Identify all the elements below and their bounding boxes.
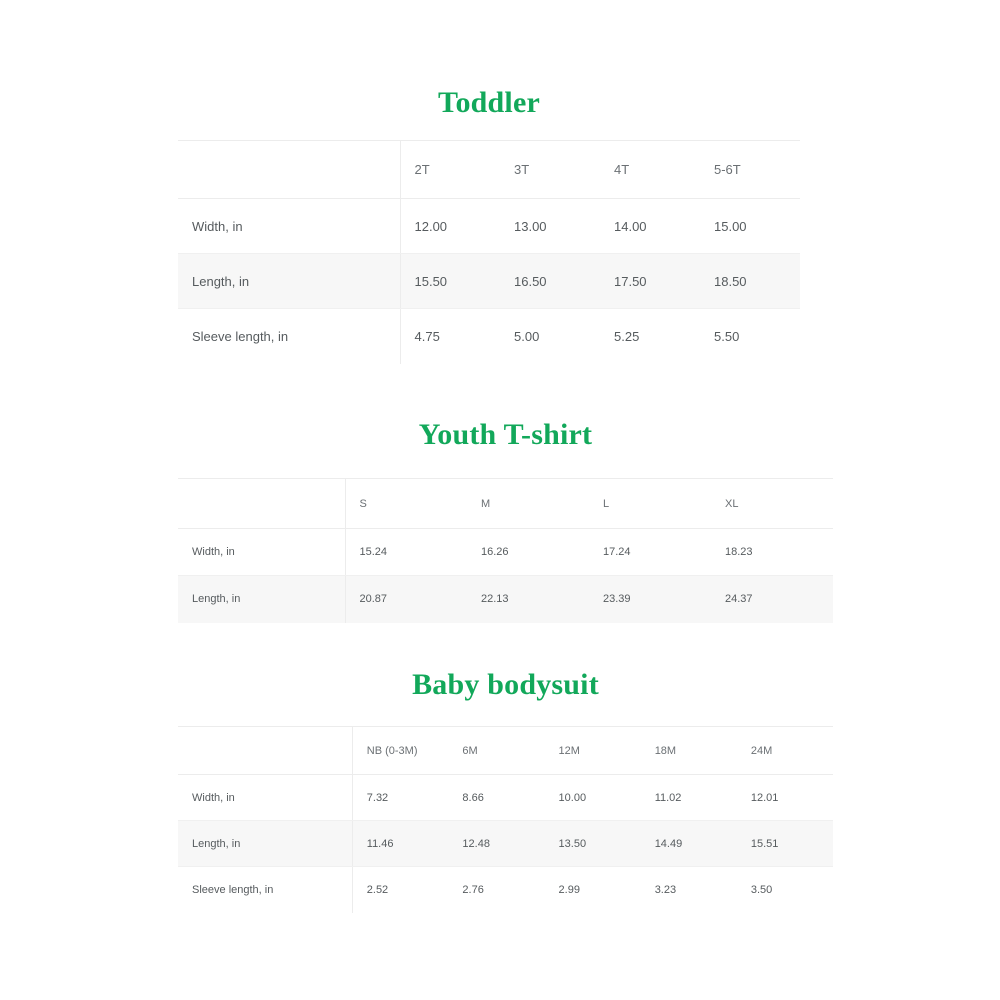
section-title-youth-tshirt: Youth T-shirt bbox=[418, 418, 593, 451]
column-header-size: M bbox=[467, 478, 589, 529]
table-cell: 20.87 bbox=[345, 575, 467, 623]
table-header-row: NB (0-3M) 6M 12M 18M 24M bbox=[178, 726, 833, 775]
column-header-size: S bbox=[345, 478, 467, 529]
table-cell: 15.24 bbox=[345, 528, 467, 576]
row-label: Width, in bbox=[178, 528, 346, 576]
table-cell: 5.25 bbox=[614, 328, 640, 344]
table-cell: 4.75 bbox=[414, 328, 440, 344]
table-cell: 12.48 bbox=[448, 820, 545, 867]
table-cell: 15.51 bbox=[736, 820, 833, 867]
row-label: Width, in bbox=[178, 774, 353, 821]
table-head: 2T 3T 4T 5-6T bbox=[178, 140, 800, 199]
column-header-size: 5-6T bbox=[700, 140, 800, 199]
row-label: Length, in bbox=[178, 820, 353, 867]
table-cell: 5.00 bbox=[514, 328, 540, 344]
size-table-toddler: 2T 3T 4T 5-6T Width, in 12.00 13.00 14.0… bbox=[178, 140, 800, 364]
table-cell: 2.76 bbox=[462, 883, 484, 896]
column-header-size: NB (0-3M) bbox=[352, 726, 449, 775]
table-cell: 15.50 bbox=[400, 253, 500, 309]
table-row: Width, in 15.24 16.26 17.24 18.23 bbox=[178, 528, 833, 576]
row-label: Sleeve length, in bbox=[178, 866, 353, 913]
section-youth-tshirt: Youth T-shirt S M L XL Width, in 15.24 1… bbox=[178, 420, 833, 623]
table-cell: 2.52 bbox=[366, 883, 389, 896]
table-cell: 10.00 bbox=[544, 774, 641, 821]
row-label: Width, in bbox=[178, 198, 401, 254]
table-cell: 17.24 bbox=[589, 528, 711, 576]
table-cell: 8.66 bbox=[448, 774, 545, 821]
table-row: Length, in 11.46 12.48 13.50 14.49 15.51 bbox=[178, 820, 833, 867]
table-cell: 12.00 bbox=[400, 198, 500, 254]
table-cell: 2.99 bbox=[558, 883, 580, 896]
column-header-size: 6M bbox=[448, 726, 545, 775]
column-header-size: 24M bbox=[736, 726, 833, 775]
table-cell: 13.00 bbox=[500, 198, 600, 254]
table-header-row: S M L XL bbox=[178, 478, 833, 529]
table-row: Sleeve length, in 2.52 2.76 2.99 3.23 3.… bbox=[178, 866, 833, 913]
column-header-size: 12M bbox=[544, 726, 641, 775]
table-cell: 18.50 bbox=[700, 253, 800, 309]
table-cell: 24.37 bbox=[711, 575, 833, 623]
row-label: Sleeve length, in bbox=[178, 308, 401, 364]
section-title-toddler: Toddler bbox=[438, 86, 540, 119]
table-cell: 22.13 bbox=[467, 575, 589, 623]
section-title-baby-bodysuit: Baby bodysuit bbox=[412, 668, 599, 701]
section-toddler: Toddler 2T 3T 4T 5-6T Width, in 12.00 13… bbox=[178, 88, 800, 364]
table-cell: 23.39 bbox=[589, 575, 711, 623]
table-row: Length, in 15.50 16.50 17.50 18.50 bbox=[178, 253, 800, 309]
table-row: Width, in 12.00 13.00 14.00 15.00 bbox=[178, 198, 800, 254]
table-cell: 5.50 bbox=[714, 328, 740, 344]
size-table-youth-tshirt: S M L XL Width, in 15.24 16.26 17.24 18.… bbox=[178, 478, 833, 623]
table-row: Sleeve length, in 4.75 5.00 5.25 5.50 bbox=[178, 308, 800, 364]
table-body: Width, in 7.32 8.66 10.00 11.02 12.01 Le… bbox=[178, 774, 833, 913]
row-label: Length, in bbox=[178, 253, 401, 309]
column-header-size: 18M bbox=[640, 726, 737, 775]
table-body: Width, in 15.24 16.26 17.24 18.23 Length… bbox=[178, 528, 833, 623]
table-header-row: 2T 3T 4T 5-6T bbox=[178, 140, 800, 199]
table-cell: 16.26 bbox=[467, 528, 589, 576]
row-label: Length, in bbox=[178, 575, 346, 623]
table-cell: 3.50 bbox=[750, 883, 773, 896]
table-cell: 13.50 bbox=[544, 820, 641, 867]
section-baby-bodysuit: Baby bodysuit NB (0-3M) 6M 12M 18M 24M W… bbox=[178, 670, 833, 913]
column-header-size: XL bbox=[711, 478, 833, 529]
column-header-label bbox=[178, 478, 346, 529]
table-cell: 14.00 bbox=[600, 198, 700, 254]
column-header-size: 4T bbox=[600, 140, 700, 199]
table-cell: 16.50 bbox=[500, 253, 600, 309]
column-header-label bbox=[178, 726, 353, 775]
table-cell: 12.01 bbox=[736, 774, 833, 821]
column-header-label bbox=[178, 140, 401, 199]
table-head: S M L XL bbox=[178, 478, 833, 529]
column-header-size: 2T bbox=[400, 140, 500, 199]
table-row: Width, in 7.32 8.66 10.00 11.02 12.01 bbox=[178, 774, 833, 821]
table-cell: 18.23 bbox=[711, 528, 833, 576]
table-body: Width, in 12.00 13.00 14.00 15.00 Length… bbox=[178, 198, 800, 364]
table-row: Length, in 20.87 22.13 23.39 24.37 bbox=[178, 575, 833, 623]
table-cell: 14.49 bbox=[640, 820, 737, 867]
table-cell: 11.02 bbox=[640, 774, 737, 821]
table-cell: 15.00 bbox=[700, 198, 800, 254]
table-cell: 11.46 bbox=[352, 820, 449, 867]
size-table-baby-bodysuit: NB (0-3M) 6M 12M 18M 24M Width, in 7.32 … bbox=[178, 726, 833, 913]
column-header-size: L bbox=[589, 478, 711, 529]
table-cell: 17.50 bbox=[600, 253, 700, 309]
table-cell: 7.32 bbox=[352, 774, 449, 821]
column-header-size: 3T bbox=[500, 140, 600, 199]
table-head: NB (0-3M) 6M 12M 18M 24M bbox=[178, 726, 833, 775]
table-cell: 3.23 bbox=[654, 883, 677, 896]
